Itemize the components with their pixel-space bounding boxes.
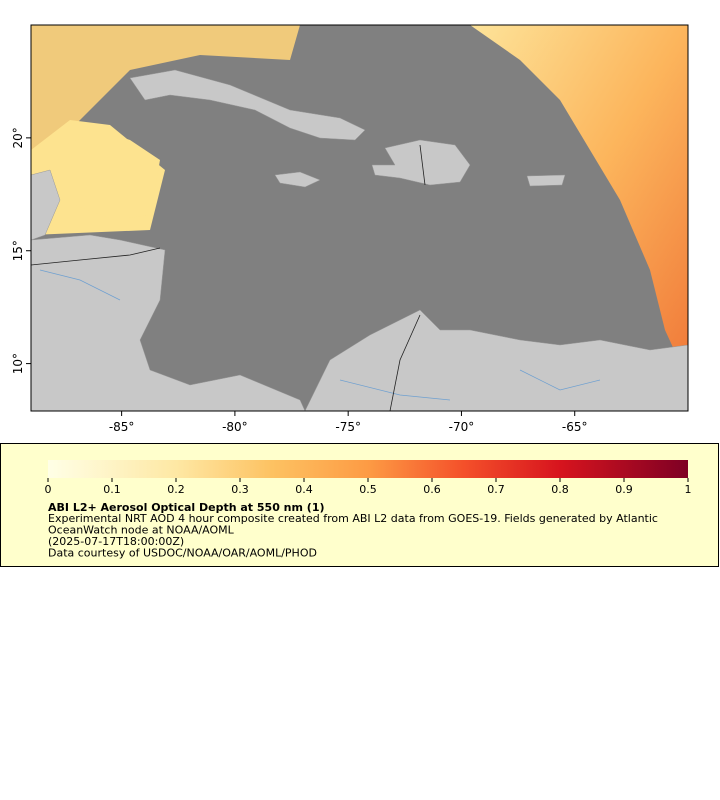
x-tick-label: -80° <box>222 420 248 434</box>
y-tick-label: 20° <box>11 127 25 148</box>
x-tick-label: -65° <box>562 420 588 434</box>
y-tick-label: 15° <box>11 240 25 261</box>
legend-line: (2025-07-17T18:00:00Z) <box>48 535 184 548</box>
legend-title: ABI L2+ Aerosol Optical Depth at 550 nm … <box>48 501 325 514</box>
legend-line: OceanWatch node at NOAA/AOML <box>48 524 235 537</box>
y-tick-label: 10° <box>11 353 25 374</box>
x-tick-label: -70° <box>449 420 475 434</box>
borders <box>31 144 426 411</box>
colorbar-tick-label: 0.6 <box>423 483 441 496</box>
colorbar-tick-label: 0.8 <box>551 483 569 496</box>
colorbar-tick-label: 0.4 <box>295 483 313 496</box>
colorbar-tick-label: 0.2 <box>167 483 185 496</box>
colorbar-tick-label: 0.1 <box>103 483 121 496</box>
map-figure: ABI L2+ Aerosol Optical Depth at 550 nm … <box>0 24 719 567</box>
map-frame <box>30 24 689 412</box>
colorbar-tick-label: 0.5 <box>359 483 377 496</box>
x-tick-label: -75° <box>335 420 361 434</box>
colorbar-tick-label: 0.3 <box>231 483 249 496</box>
land <box>31 69 688 411</box>
legend-line: Data courtesy of USDOC/NOAA/OAR/AOML/PHO… <box>48 547 317 560</box>
aerosol-haze <box>31 25 300 150</box>
aerosol-haze <box>470 25 688 380</box>
legend-line: Experimental NRT AOD 4 hour composite cr… <box>48 512 658 525</box>
colorbar <box>48 460 688 478</box>
colorbar-tick-label: 0.7 <box>487 483 505 496</box>
map-image <box>31 25 688 411</box>
colorbar-tick-label: 1 <box>685 483 692 496</box>
colorbar-tick-label: 0 <box>45 483 52 496</box>
rivers <box>39 269 601 401</box>
x-tick-label: -85° <box>109 420 135 434</box>
colorbar-tick-label: 0.9 <box>615 483 633 496</box>
